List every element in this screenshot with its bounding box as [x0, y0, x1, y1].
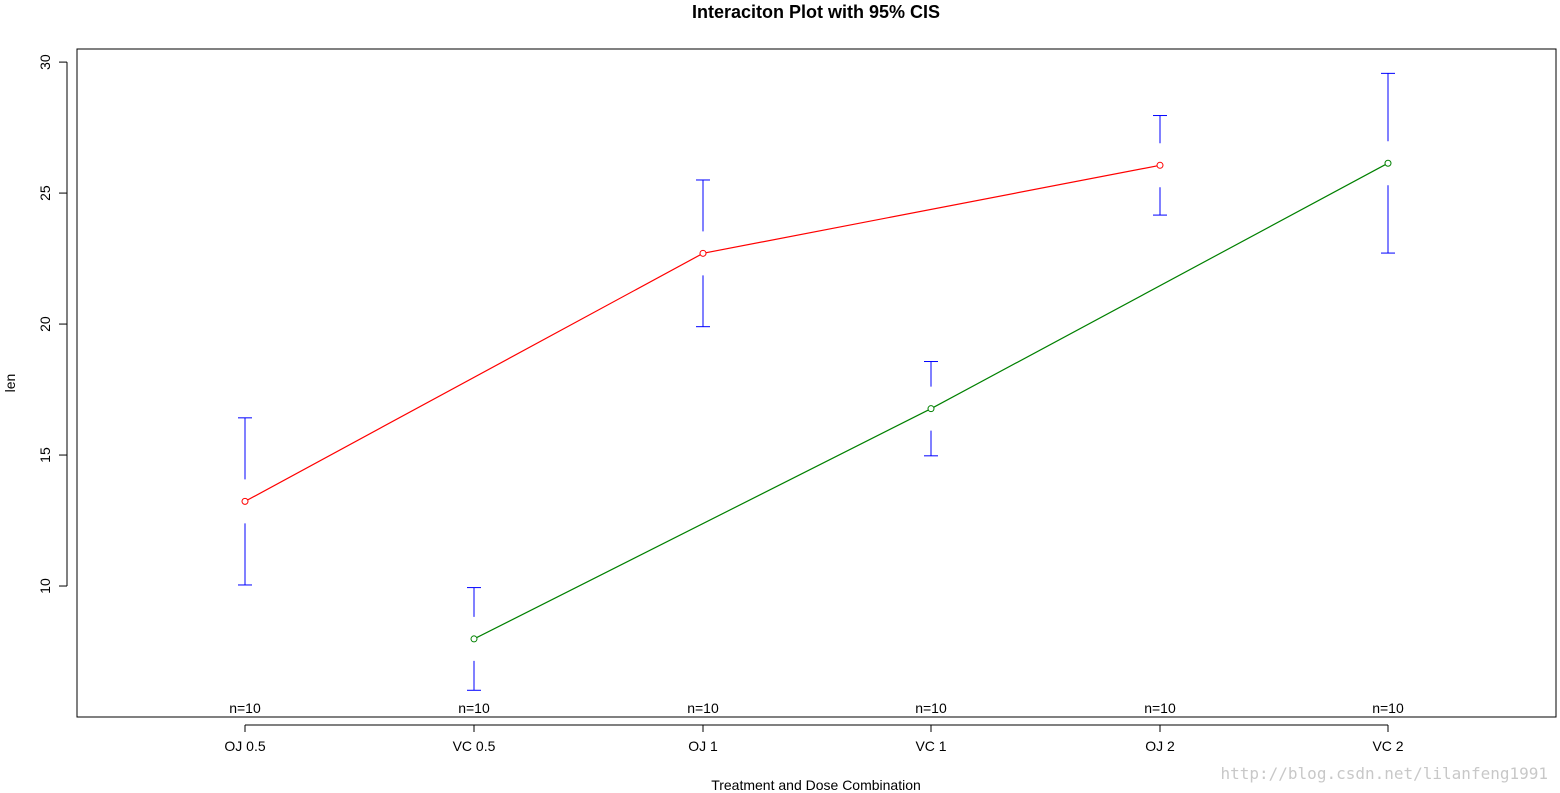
y-tick-label: 25	[37, 185, 53, 201]
series-layer	[238, 72, 1395, 691]
data-point	[699, 249, 707, 257]
x-axis-label: Treatment and Dose Combination	[711, 777, 921, 793]
x-tick-label: VC 1	[915, 738, 946, 754]
data-point	[1156, 161, 1164, 169]
n-label: n=10	[687, 700, 719, 716]
chart-title: Interaciton Plot with 95% CIS	[692, 2, 940, 22]
y-axis-label: len	[2, 374, 18, 393]
x-axis: OJ 0.5 VC 0.5 OJ 1 VC 1 OJ 2 VC 2	[224, 724, 1404, 754]
x-tick-label: OJ 2	[1145, 738, 1175, 754]
y-axis: 10 15 20 25 30	[37, 54, 68, 594]
x-tick-label: VC 0.5	[453, 738, 496, 754]
plot-frame	[76, 48, 1557, 718]
y-tick-label: 30	[37, 54, 53, 70]
x-tick-label: OJ 0.5	[224, 738, 265, 754]
n-label: n=10	[229, 700, 261, 716]
series-group	[467, 72, 1395, 691]
data-point	[1384, 159, 1392, 167]
data-point	[470, 635, 478, 643]
data-point	[241, 497, 249, 505]
n-labels: n=10 n=10 n=10 n=10 n=10 n=10	[229, 700, 1404, 716]
y-tick-label: 15	[37, 447, 53, 463]
x-tick-label: OJ 1	[688, 738, 718, 754]
data-point	[927, 405, 935, 413]
n-label: n=10	[1144, 700, 1176, 716]
n-label: n=10	[1372, 700, 1404, 716]
y-tick-label: 10	[37, 578, 53, 594]
series-group	[238, 115, 1167, 586]
y-tick-label: 20	[37, 316, 53, 332]
n-label: n=10	[915, 700, 947, 716]
watermark-text: http://blog.csdn.net/lilanfeng1991	[1220, 764, 1548, 783]
n-label: n=10	[458, 700, 490, 716]
x-tick-label: VC 2	[1372, 738, 1403, 754]
series-line	[473, 162, 1389, 640]
